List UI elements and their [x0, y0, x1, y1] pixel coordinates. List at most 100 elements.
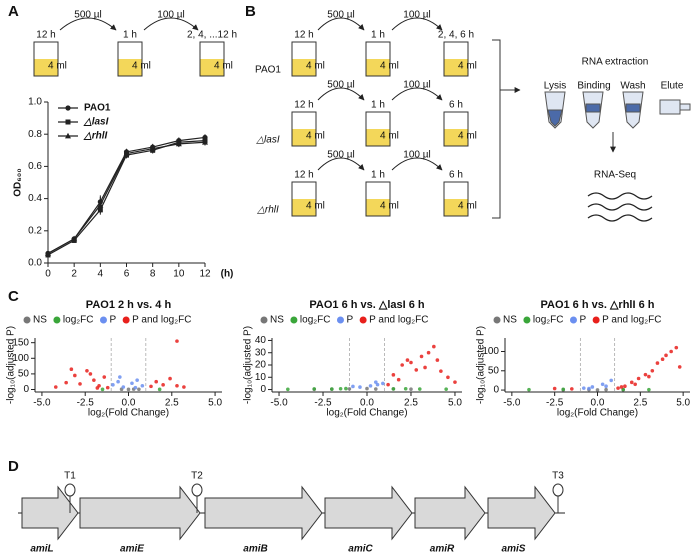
x-tick-label: 0 [45, 269, 51, 280]
step-title: RNA-Seq [594, 170, 636, 181]
strain-label: PAO1 [255, 65, 281, 76]
legend-marker [65, 132, 71, 139]
x-tick-label: 0.0 [360, 398, 374, 409]
legend-marker [65, 119, 71, 125]
data-point [409, 387, 413, 391]
data-point [527, 387, 531, 392]
data-point [669, 349, 673, 354]
tube-time: 12 h [294, 30, 313, 41]
legend-label: log₂FC [63, 315, 94, 326]
tube-medium [366, 199, 390, 216]
data-point [149, 384, 153, 389]
legend-label: NS [503, 315, 517, 326]
legend-label: NS [270, 315, 284, 326]
x-tick-label: 0.0 [591, 398, 605, 409]
transfer-arrow [317, 17, 365, 31]
data-point [126, 387, 131, 392]
data-point [444, 387, 448, 391]
data-point [426, 350, 431, 355]
x-tick-label: -2.5 [546, 398, 564, 409]
legend-marker [359, 316, 367, 324]
data-point [154, 379, 159, 384]
y-axis-label: -log₁₀(adjusted P) [243, 326, 254, 404]
data-point [368, 384, 373, 388]
data-point [73, 373, 77, 378]
data-point [409, 360, 413, 365]
extraction-icons [544, 91, 691, 129]
y-tick-label: 0.4 [28, 193, 42, 204]
tube-time: 2, 4, ...12 h [187, 30, 237, 41]
gene-label: amiC [348, 544, 373, 555]
x-tick-label: -5.0 [503, 398, 521, 409]
x-axis-label: log₂(Fold Change) [88, 408, 169, 419]
x-tick-label: 2 [71, 269, 77, 280]
chart-title: PAO1 6 h vs. △lasI 6 h [309, 299, 425, 311]
data-point [619, 385, 624, 389]
terminator-label: T2 [191, 471, 203, 482]
data-point [633, 382, 637, 387]
data-point [64, 380, 68, 385]
tube-volume: 4 ml [306, 61, 325, 72]
x-tick-label: -2.5 [314, 398, 332, 409]
data-point [347, 387, 352, 391]
transfer-volume: 100 µl [403, 150, 430, 161]
tube-volume: 4 ml [214, 61, 233, 72]
transfer-volume: 500 µl [327, 80, 354, 91]
data-point [643, 372, 648, 377]
data-point [373, 387, 378, 391]
tube-time: 1 h [371, 30, 385, 41]
series-line [47, 141, 206, 254]
data-point [121, 385, 126, 389]
data-point [344, 386, 348, 391]
data-point [660, 357, 665, 362]
y-tick-label: 0.8 [28, 129, 42, 140]
x-tick-label: 8 [150, 269, 156, 280]
tube-medium [292, 129, 316, 146]
data-point [330, 387, 334, 391]
transfer-arrow [317, 87, 365, 101]
data-point [95, 386, 100, 390]
x-tick-label: -2.5 [77, 398, 95, 409]
data-point [78, 382, 82, 386]
x-tick-label: 2.5 [404, 398, 418, 409]
data-point [439, 369, 443, 373]
legend-marker [53, 316, 61, 324]
gene-arrow [324, 485, 413, 541]
legend-marker [260, 316, 268, 324]
x-tick-label: 5.0 [448, 398, 462, 409]
data-point [587, 386, 591, 391]
legend-marker [122, 316, 130, 324]
transfer-volume: 100 µl [403, 10, 430, 21]
x-axis-label: (h) [221, 269, 234, 280]
y-tick-label: 0.2 [28, 225, 42, 236]
tube-volume: 4 ml [48, 61, 67, 72]
data-point [373, 380, 378, 384]
data-point [647, 374, 651, 379]
legend-label: P and log₂FC [132, 315, 191, 326]
x-tick-label: 2.5 [165, 398, 179, 409]
gene-arrow [79, 485, 201, 541]
terminator-loop [552, 483, 564, 497]
bracket [492, 39, 520, 219]
data-point [391, 373, 396, 377]
data-point [581, 386, 586, 390]
data-point [123, 150, 130, 156]
transfer-arrow [59, 17, 117, 31]
tube-time: 12 h [294, 100, 313, 111]
gene-label: amiL [30, 544, 53, 555]
data-point [102, 375, 107, 379]
legend-label: log₂FC [300, 315, 331, 326]
x-tick-label: 5.0 [208, 398, 222, 409]
tube-medium [444, 59, 468, 76]
legend-label: PAO1 [84, 103, 111, 114]
data-point [92, 378, 96, 382]
data-point [97, 201, 104, 208]
gene-label: amiR [430, 544, 455, 555]
gene-arrow [414, 485, 486, 541]
x-tick-label: -5.0 [33, 398, 51, 409]
data-point [175, 339, 179, 343]
data-point [623, 384, 627, 389]
data-point [140, 383, 145, 388]
x-tick-label: 12 [199, 269, 211, 280]
data-point [561, 387, 566, 392]
